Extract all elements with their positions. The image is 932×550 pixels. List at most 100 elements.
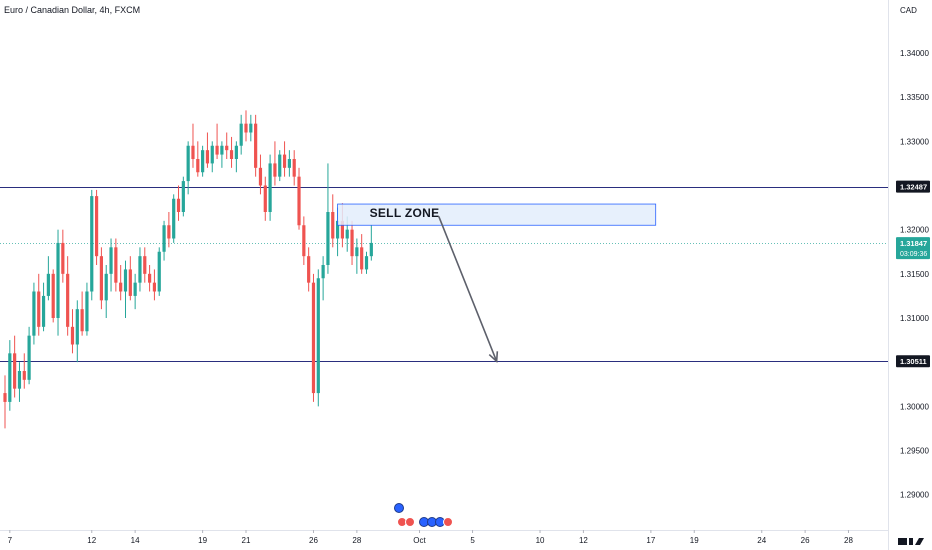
- price-tags: 1.32487 1.30511 1.31847 03:09:36: [896, 180, 930, 368]
- candle-body: [119, 282, 123, 292]
- time-tick-label: 17: [646, 536, 655, 545]
- price-tick-label: 1.30000: [900, 402, 929, 411]
- candle-body: [335, 220, 340, 239]
- time-tick-label: 5: [470, 536, 475, 545]
- arrow-shaft[interactable]: [438, 216, 498, 362]
- event-icon[interactable]: [394, 503, 404, 513]
- candle-body: [32, 291, 36, 336]
- candle-body: [66, 273, 70, 327]
- candle-body: [268, 163, 272, 212]
- candle-body: [273, 163, 277, 177]
- candle-body: [22, 371, 26, 380]
- candle-body: [148, 273, 152, 283]
- price-axis[interactable]: 1.34000 1.33500 1.33000 1.32000 1.31500 1.310…: [900, 49, 929, 500]
- candle-body: [201, 150, 205, 173]
- candle-body: [282, 154, 287, 168]
- candle-body: [8, 353, 12, 402]
- price-tick-label: 1.31500: [900, 270, 929, 279]
- candle-body: [70, 326, 75, 345]
- candle-body: [350, 229, 354, 257]
- time-tick-label: 7: [8, 536, 13, 545]
- candle-body: [157, 251, 161, 292]
- sell-zone[interactable]: SELL ZONE: [337, 203, 657, 226]
- candle-body: [292, 159, 296, 177]
- candle-body: [181, 181, 185, 212]
- time-tick-label: 21: [242, 536, 251, 545]
- candle-body: [302, 225, 306, 257]
- candle-body: [56, 242, 60, 318]
- time-axis[interactable]: 7 12 14 19 21 26 28 Oct 5 10 12 17 19 24 26 28: [8, 530, 854, 545]
- event-icon[interactable]: [443, 517, 453, 527]
- candle-body: [75, 309, 79, 345]
- candle-body: [143, 256, 147, 274]
- sell-zone-rect[interactable]: [337, 203, 657, 226]
- candle-body: [254, 123, 258, 168]
- candle-body: [17, 371, 22, 389]
- candle-body: [176, 198, 181, 212]
- price-tick-label: 1.29500: [900, 447, 929, 456]
- candle-body: [360, 247, 364, 270]
- candle-body: [46, 273, 50, 296]
- candle-body: [27, 335, 31, 380]
- level-price-tag: [896, 355, 930, 368]
- candle-body: [263, 185, 267, 212]
- candle-body: [258, 167, 263, 186]
- sell-zone-label: SELL ZONE: [370, 206, 440, 220]
- time-tick-label: 12: [87, 536, 96, 545]
- candle-body: [3, 393, 7, 402]
- time-tick-label: 26: [801, 536, 810, 545]
- candle-body: [340, 220, 344, 239]
- event-markers[interactable]: [394, 503, 453, 527]
- candle-body: [172, 198, 176, 239]
- candle-body: [369, 242, 373, 257]
- candle-body: [133, 282, 137, 296]
- candle-body: [51, 273, 55, 318]
- candle-body: [109, 247, 113, 274]
- candle-body: [186, 145, 190, 182]
- candle-body: [128, 269, 132, 296]
- candle-body: [99, 256, 103, 301]
- candle-body: [114, 247, 118, 283]
- candle-body: [287, 159, 291, 168]
- price-tick-label: 1.31000: [900, 314, 929, 323]
- candle-body: [90, 196, 94, 292]
- time-tick-label: 28: [352, 536, 361, 545]
- arrow-head: [488, 351, 499, 363]
- candle-body: [316, 278, 320, 394]
- candle-body: [104, 273, 108, 301]
- currency-label: CAD: [900, 6, 917, 15]
- projection-arrow[interactable]: [438, 216, 499, 363]
- time-tick-label: 19: [198, 536, 207, 545]
- price-tick-label: 1.29000: [900, 491, 929, 500]
- time-tick-label: 10: [536, 536, 545, 545]
- candle-body: [331, 212, 335, 239]
- level-price-tag: [896, 180, 930, 193]
- candle-body: [355, 247, 359, 257]
- candle-body: [61, 242, 65, 274]
- candle-body: [225, 145, 229, 151]
- price-tick-label: 1.32000: [900, 226, 929, 235]
- candle-body: [234, 145, 238, 159]
- current-price-tag: [896, 237, 930, 260]
- candle-body: [278, 154, 282, 177]
- candle-body: [85, 291, 89, 332]
- candle-body: [210, 145, 214, 164]
- price-tick-label: 1.34000: [900, 49, 929, 58]
- time-tick-label: 14: [131, 536, 140, 545]
- horizontal-levels[interactable]: [0, 187, 888, 362]
- candle-body: [239, 123, 243, 146]
- candle-body: [191, 145, 195, 159]
- time-tick-label: 28: [844, 536, 853, 545]
- candle-body: [13, 353, 17, 389]
- time-tick-label: Oct: [413, 536, 426, 545]
- candle-body: [326, 212, 330, 265]
- current-price-label: 1.31847: [900, 239, 927, 248]
- candle-body: [123, 269, 128, 292]
- candle-body: [94, 196, 99, 257]
- event-icon[interactable]: [405, 517, 415, 527]
- candle-body: [364, 256, 369, 270]
- candle-body: [80, 309, 84, 332]
- candle-body: [41, 295, 46, 327]
- candle-body: [37, 291, 41, 327]
